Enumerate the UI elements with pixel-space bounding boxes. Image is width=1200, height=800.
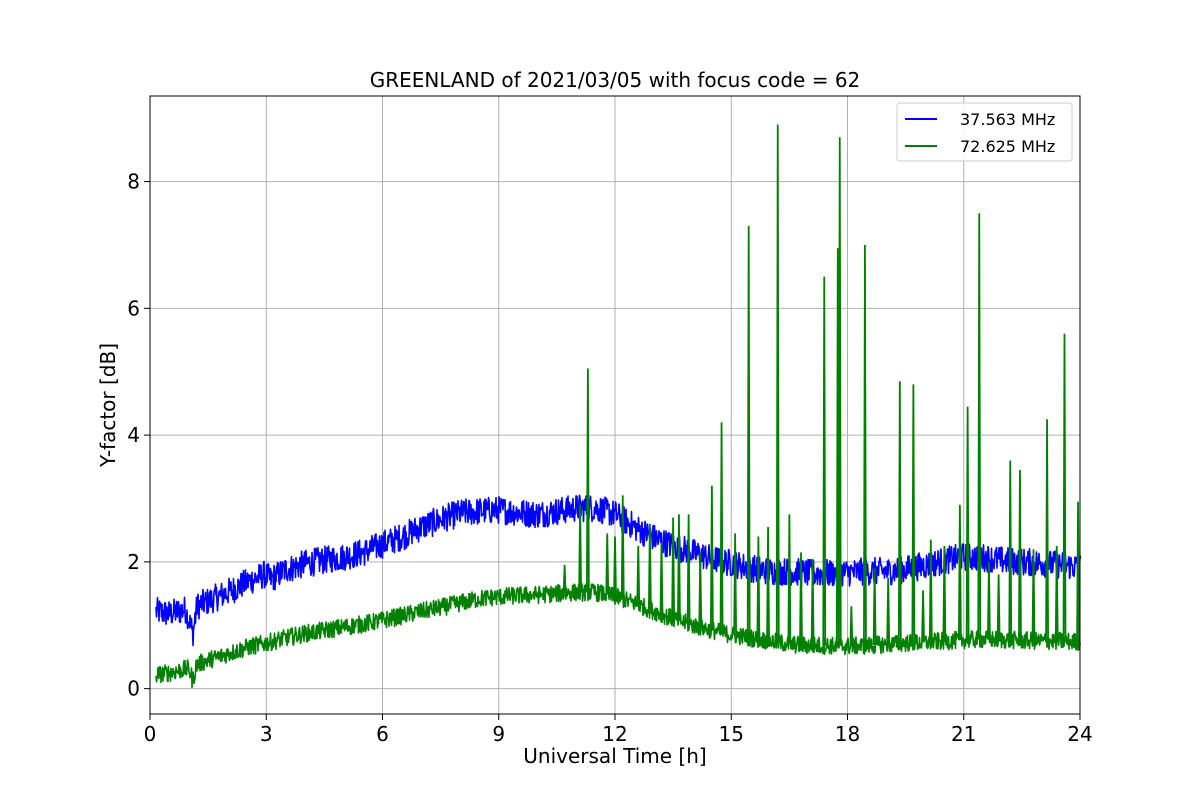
series-line-2 [155, 583, 1082, 689]
legend-label-series-1: 37.563 MHz [960, 110, 1055, 129]
series-spike [578, 504, 583, 593]
series-spike [921, 590, 925, 643]
series-spike [613, 536, 617, 597]
y-tick-label: 8 [127, 170, 140, 194]
x-tick-label: 12 [602, 722, 627, 746]
series-spike [886, 577, 891, 645]
series-spike [928, 539, 933, 643]
series-spike [1031, 549, 1036, 641]
series-spike [1076, 501, 1080, 642]
series-spike [605, 533, 610, 595]
series-spike [1008, 460, 1013, 641]
x-tick-label: 24 [1067, 722, 1092, 746]
chart-title: GREENLAND of 2021/03/05 with focus code … [370, 68, 861, 92]
y-tick-label: 4 [127, 423, 140, 447]
series-spike [733, 533, 738, 636]
series-spike [775, 124, 780, 643]
series-spike [677, 514, 681, 621]
y-tick-label: 2 [127, 550, 140, 574]
x-tick-label: 0 [144, 722, 157, 746]
series-spike [562, 565, 567, 594]
series-spike [1045, 419, 1049, 642]
series-spike [719, 422, 724, 633]
series-spike [957, 504, 962, 641]
series-spike [897, 381, 902, 644]
series-line-1 [155, 494, 1082, 647]
x-tick-label: 15 [719, 722, 744, 746]
series-spike [620, 495, 625, 600]
series-spike [709, 485, 714, 631]
series-spike [766, 527, 770, 641]
series-spike [698, 552, 703, 628]
series-spike [746, 225, 751, 638]
series-spike [822, 276, 827, 646]
x-tick-label: 9 [492, 722, 505, 746]
x-tick-label: 3 [260, 722, 273, 746]
series-spike [756, 536, 761, 640]
legend-label-series-2: 72.625 MHz [960, 137, 1055, 156]
series-spike [659, 542, 664, 615]
series-spike [799, 552, 803, 646]
series-spike [849, 606, 854, 647]
x-tick-label: 18 [835, 722, 860, 746]
series-spike [863, 244, 867, 646]
series-spike [585, 368, 590, 593]
series-spike [810, 558, 815, 646]
series-spike [647, 523, 652, 610]
series-spike [636, 546, 641, 605]
x-tick-label: 21 [951, 722, 976, 746]
series-spike [1062, 333, 1067, 642]
series-spike [671, 517, 676, 619]
series-spike [837, 137, 842, 646]
series-spike [965, 406, 970, 640]
series-spike [787, 514, 792, 645]
series-spike [872, 568, 877, 646]
series-spike [1018, 469, 1022, 641]
series-spike [977, 213, 982, 640]
y-tick-label: 0 [127, 677, 140, 701]
series-group [155, 124, 1082, 689]
series-spike [996, 574, 1001, 640]
y-axis-title: Y-factor [dB] [96, 343, 120, 468]
x-axis-title: Universal Time [h] [523, 744, 706, 768]
legend: 37.563 MHz 72.625 MHz [896, 102, 1073, 162]
series-spike [987, 561, 991, 640]
series-spike [942, 546, 947, 642]
legend-box [896, 102, 1073, 162]
series-spike [686, 514, 691, 625]
x-tick-label: 6 [376, 722, 389, 746]
y-tick-label: 6 [127, 296, 140, 320]
series-spike [1054, 546, 1059, 642]
series-spike [911, 384, 916, 643]
